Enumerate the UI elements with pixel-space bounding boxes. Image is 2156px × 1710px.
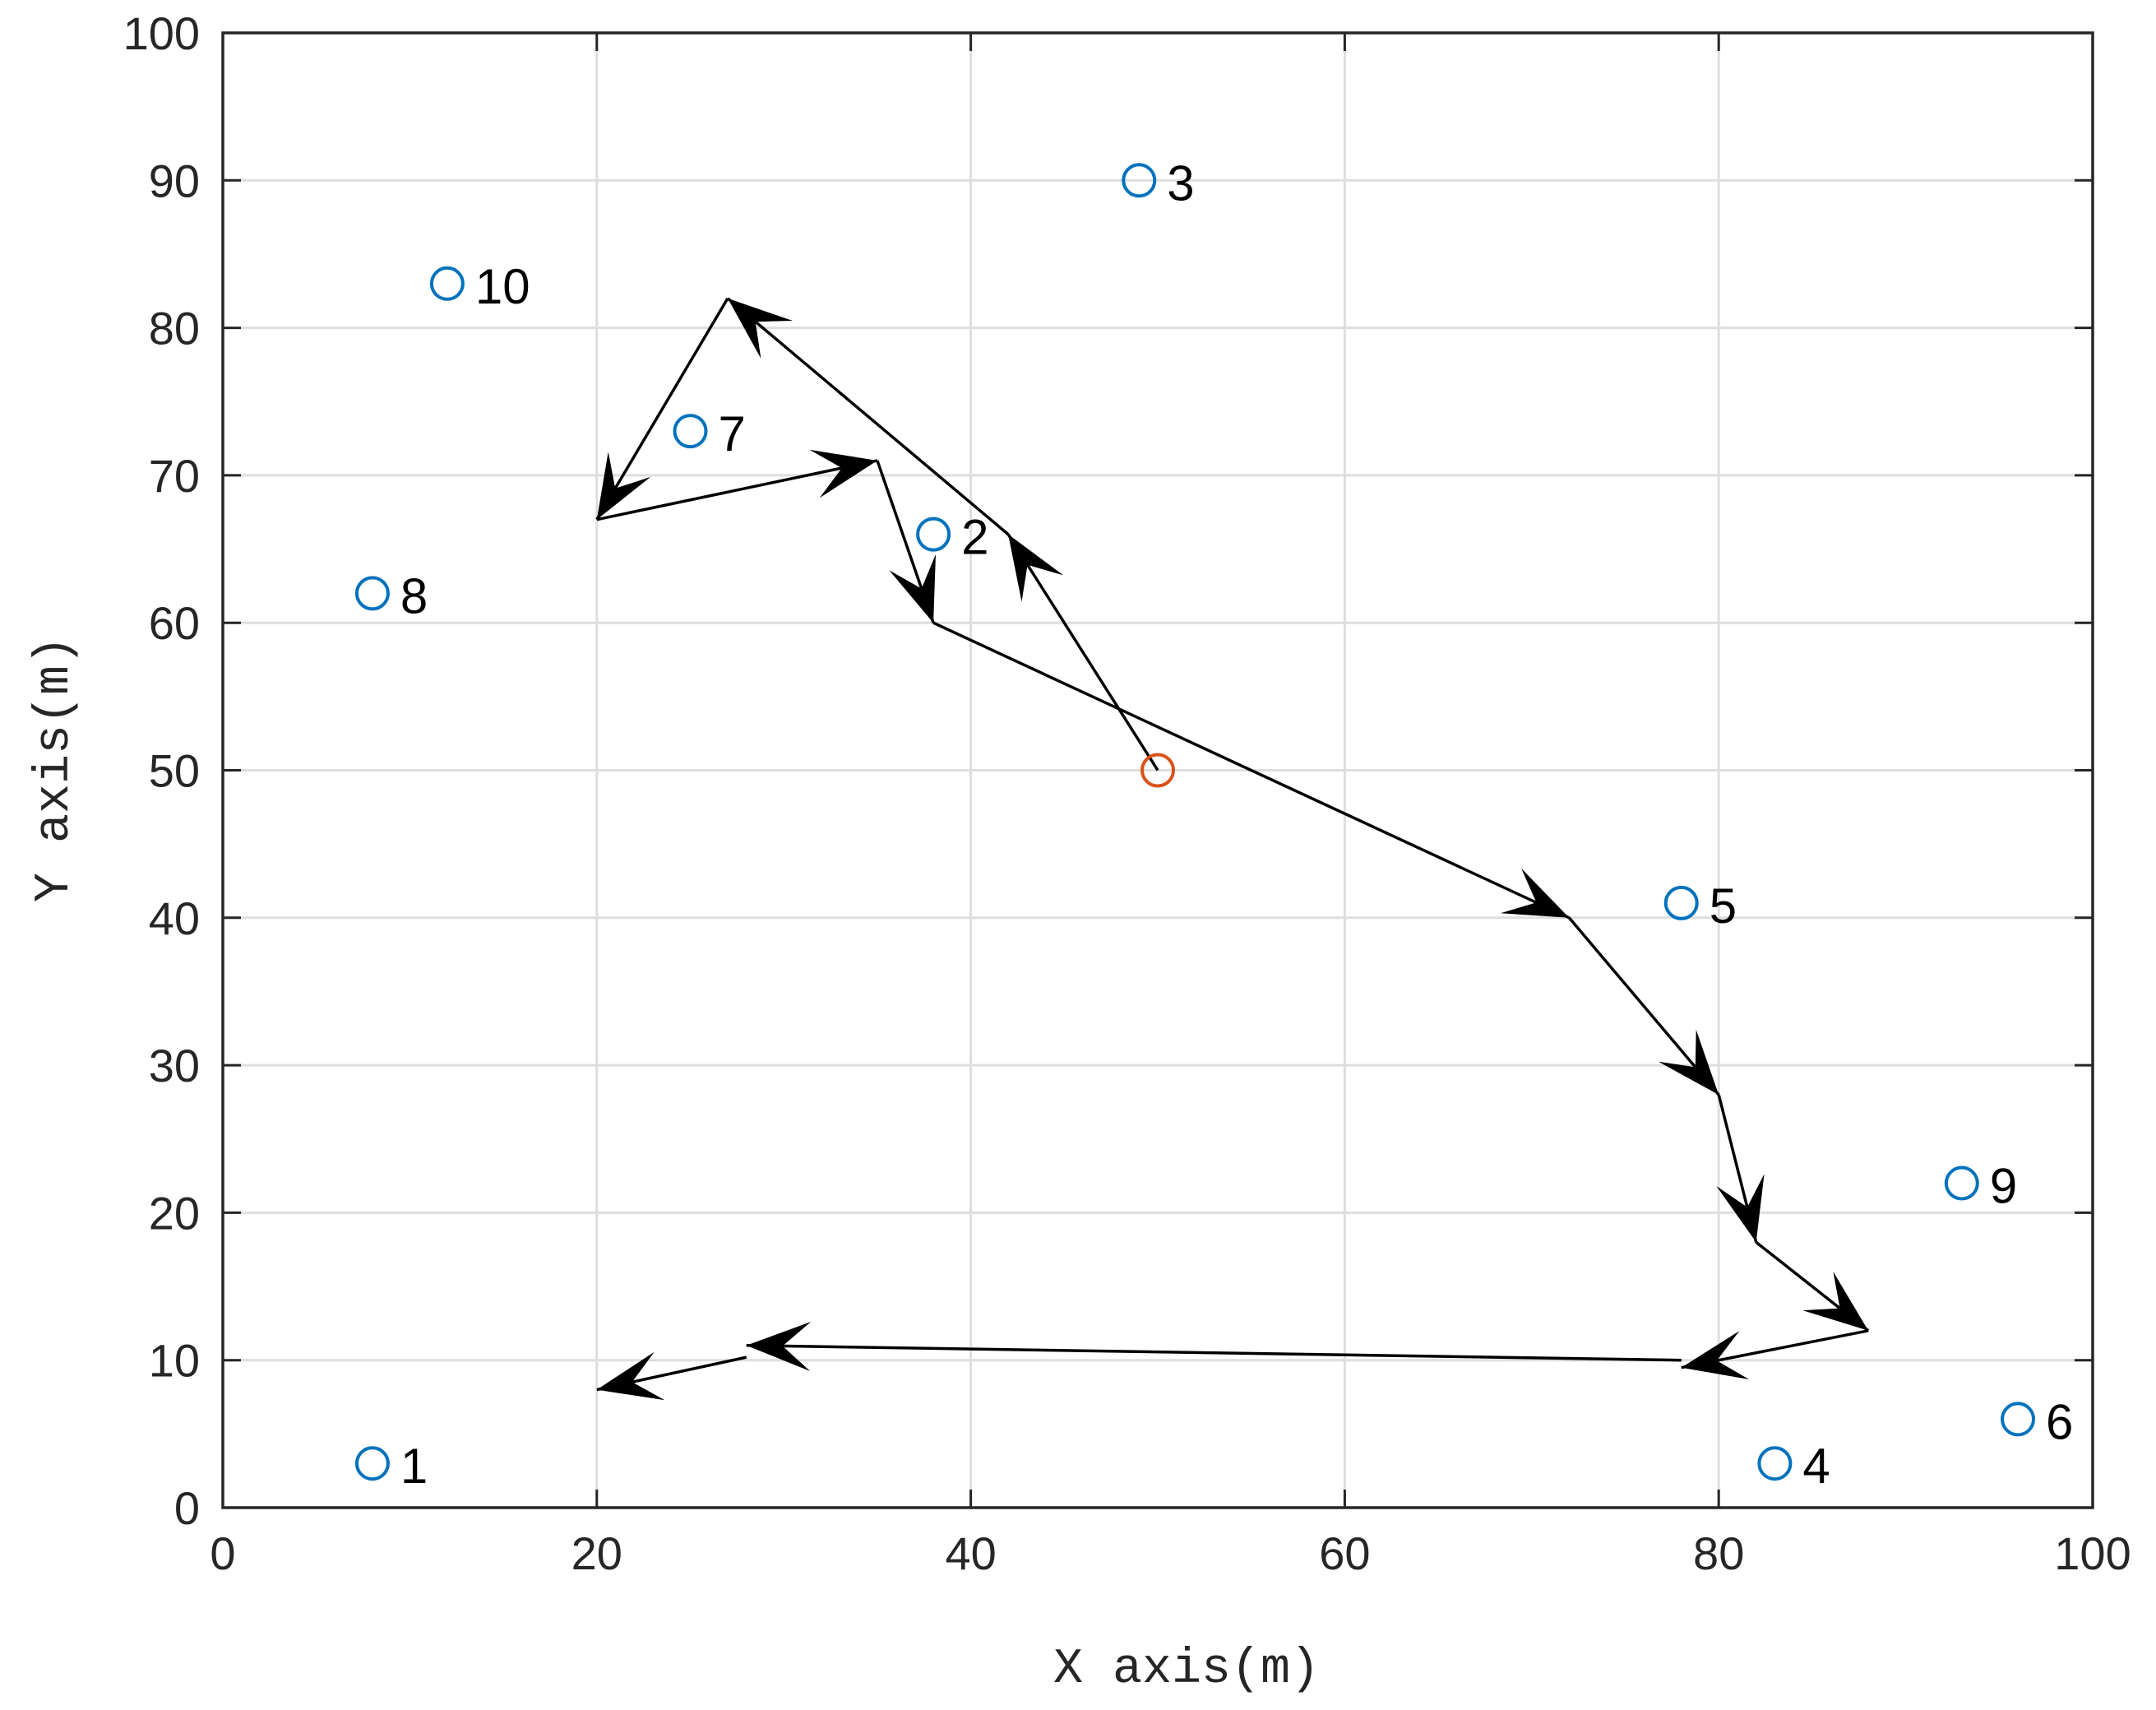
y-tick-label: 100 xyxy=(123,7,200,59)
node-label: 5 xyxy=(1710,878,1737,934)
path-segment xyxy=(1006,533,1159,772)
path-segment xyxy=(746,1344,1682,1362)
x-tick-label: 60 xyxy=(1319,1527,1370,1579)
node-marker xyxy=(354,1446,390,1481)
node-label: 6 xyxy=(2046,1394,2073,1449)
path-segment xyxy=(1567,916,1720,1096)
x-tick-label: 100 xyxy=(2054,1527,2131,1579)
path-arrowhead xyxy=(1716,1174,1765,1243)
node-marker xyxy=(354,576,390,611)
node-marker xyxy=(1122,163,1157,198)
node-marker xyxy=(916,517,951,552)
node-marker xyxy=(1663,885,1699,920)
node-label: 8 xyxy=(400,568,428,623)
node-marker xyxy=(429,266,465,301)
path-arrowhead xyxy=(1008,534,1064,602)
y-tick-label: 90 xyxy=(149,155,200,206)
node-label: 9 xyxy=(1990,1159,2017,1214)
x-axis-label: X axis(m) xyxy=(1053,1642,1320,1698)
node-marker xyxy=(673,414,708,449)
y-tick-label: 10 xyxy=(149,1335,200,1387)
y-tick-label: 40 xyxy=(149,892,200,944)
node-label: 4 xyxy=(1802,1439,1830,1494)
axes xyxy=(221,31,2094,1509)
node-label: 1 xyxy=(400,1439,428,1494)
y-tick-label: 80 xyxy=(149,303,200,355)
nodes: 1 2 3 4 5 6 7 8 9 10 xyxy=(354,155,2073,1494)
node-label: 3 xyxy=(1167,155,1194,211)
y-tick-label: 30 xyxy=(149,1040,200,1091)
path-arrowhead xyxy=(596,452,651,520)
path-segment xyxy=(595,297,729,521)
path-arrowhead xyxy=(596,1351,665,1401)
node-label: 7 xyxy=(719,406,746,461)
path-arrowhead xyxy=(1802,1272,1869,1331)
y-tick-label: 60 xyxy=(149,597,200,649)
y-tick-label: 20 xyxy=(149,1187,200,1239)
x-tick-label: 0 xyxy=(210,1527,235,1579)
path-arrowhead xyxy=(1500,868,1570,918)
path-arrowhead xyxy=(889,554,936,623)
path-segment xyxy=(726,297,1010,535)
path-segment xyxy=(596,459,878,521)
x-tick-label: 40 xyxy=(945,1527,996,1579)
y-tick-label: 50 xyxy=(149,745,200,797)
start-point-marker xyxy=(1140,753,1175,788)
node-marker xyxy=(1757,1446,1793,1481)
tick-labels: 0 20 40 60 80 100 0 10 20 30 40 50 60 70 80 90 100 xyxy=(123,7,2131,1579)
y-tick-label: 70 xyxy=(149,450,200,502)
y-tick-label: 0 xyxy=(174,1482,200,1534)
path-arrowhead xyxy=(746,1322,812,1371)
x-tick-label: 80 xyxy=(1693,1527,1744,1579)
y-axis-label: Y axis(m) xyxy=(27,636,83,902)
node-label: 2 xyxy=(961,510,988,565)
path-arrowhead xyxy=(809,449,877,498)
grid xyxy=(223,33,2093,1508)
path-arrowhead xyxy=(1658,1030,1719,1095)
node-marker xyxy=(2001,1402,2036,1437)
path-arrows xyxy=(595,297,1870,1401)
path-arrowhead xyxy=(728,298,793,359)
node-label: 10 xyxy=(475,259,530,314)
path-segment xyxy=(932,621,1571,920)
path-arrowhead xyxy=(1681,1331,1749,1379)
node-marker xyxy=(1944,1165,1979,1201)
x-tick-label: 20 xyxy=(571,1527,622,1579)
